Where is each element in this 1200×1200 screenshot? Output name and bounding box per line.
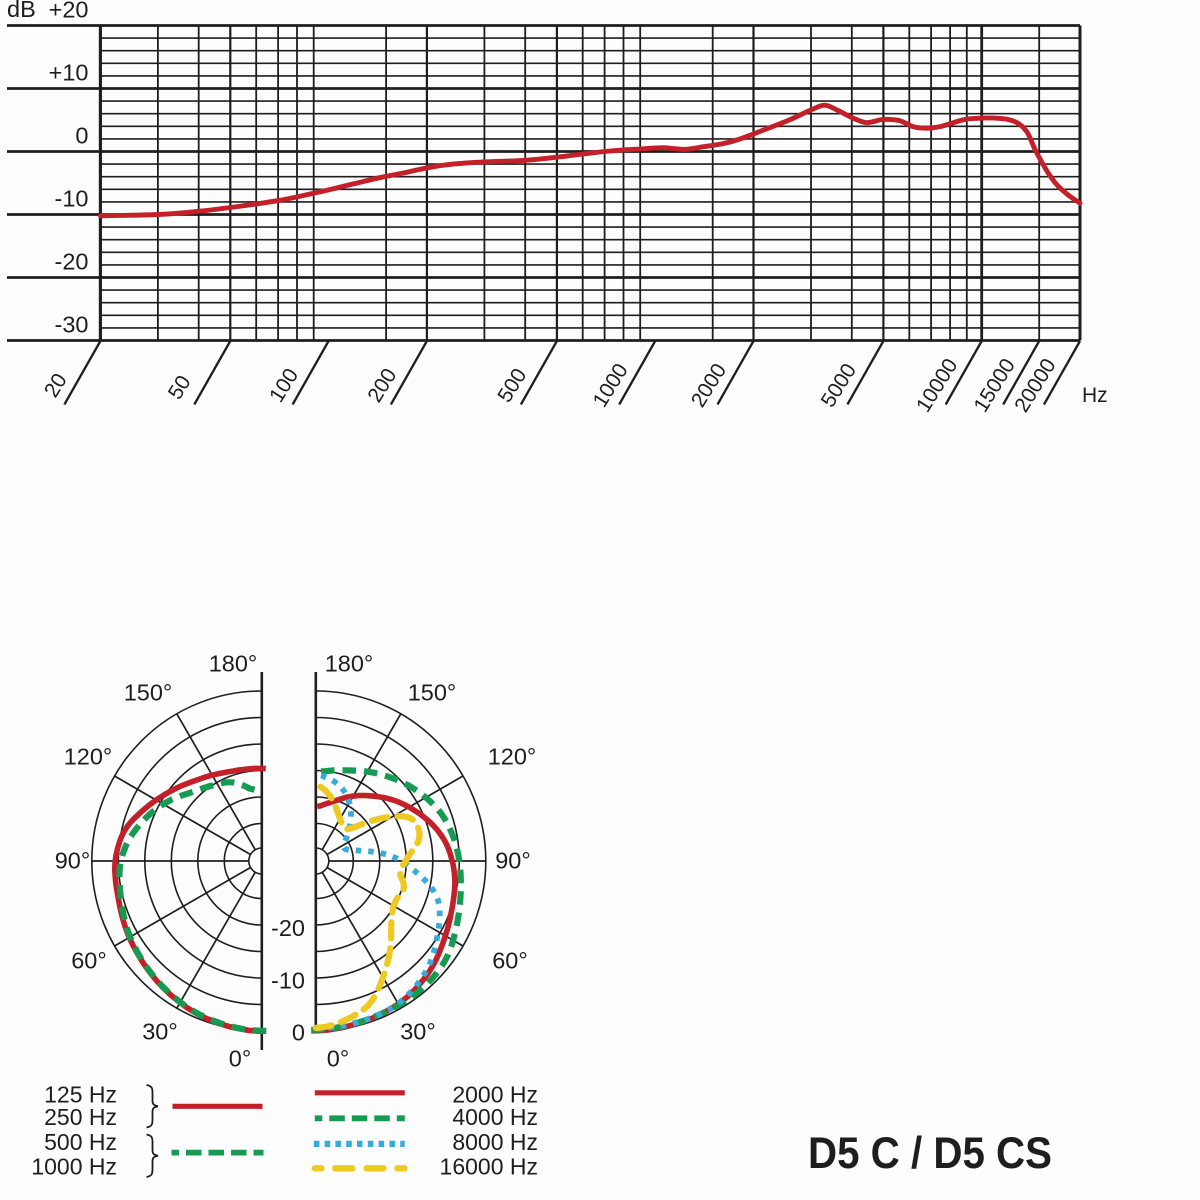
svg-text:30°: 30° [400,1019,436,1045]
svg-text:1000 Hz: 1000 Hz [31,1154,117,1180]
svg-text:125 Hz: 125 Hz [44,1082,117,1108]
svg-text:120°: 120° [64,744,113,770]
svg-text:-20: -20 [55,249,89,275]
svg-text:4000 Hz: 4000 Hz [452,1104,538,1130]
svg-text:90°: 90° [55,848,91,874]
svg-text:0: 0 [292,1020,305,1046]
svg-text:D5 C / D5 CS: D5 C / D5 CS [808,1129,1052,1178]
svg-text:30°: 30° [142,1019,178,1045]
svg-text:250 Hz: 250 Hz [44,1104,117,1130]
svg-text:150°: 150° [408,680,457,706]
svg-text:dB: dB [7,0,36,22]
svg-text:0°: 0° [229,1046,251,1072]
svg-text:180°: 180° [209,651,258,677]
svg-text:+10: +10 [49,60,89,86]
svg-text:Hz: Hz [1082,384,1108,407]
svg-text:90°: 90° [495,848,531,874]
svg-text:500 Hz: 500 Hz [44,1129,117,1155]
svg-text:-10: -10 [271,968,305,994]
svg-text:180°: 180° [325,651,374,677]
svg-text:-10: -10 [55,186,89,212]
svg-text:120°: 120° [488,744,537,770]
svg-text:0: 0 [75,123,88,149]
svg-text:+20: +20 [49,0,89,23]
svg-text:-30: -30 [55,312,89,338]
svg-text:60°: 60° [492,948,528,974]
svg-text:-20: -20 [271,915,305,941]
svg-text:16000 Hz: 16000 Hz [440,1154,538,1180]
svg-text:0°: 0° [327,1046,349,1072]
svg-text:60°: 60° [71,948,107,974]
svg-text:8000 Hz: 8000 Hz [452,1129,538,1155]
svg-text:2000 Hz: 2000 Hz [452,1082,538,1108]
svg-text:150°: 150° [124,680,173,706]
